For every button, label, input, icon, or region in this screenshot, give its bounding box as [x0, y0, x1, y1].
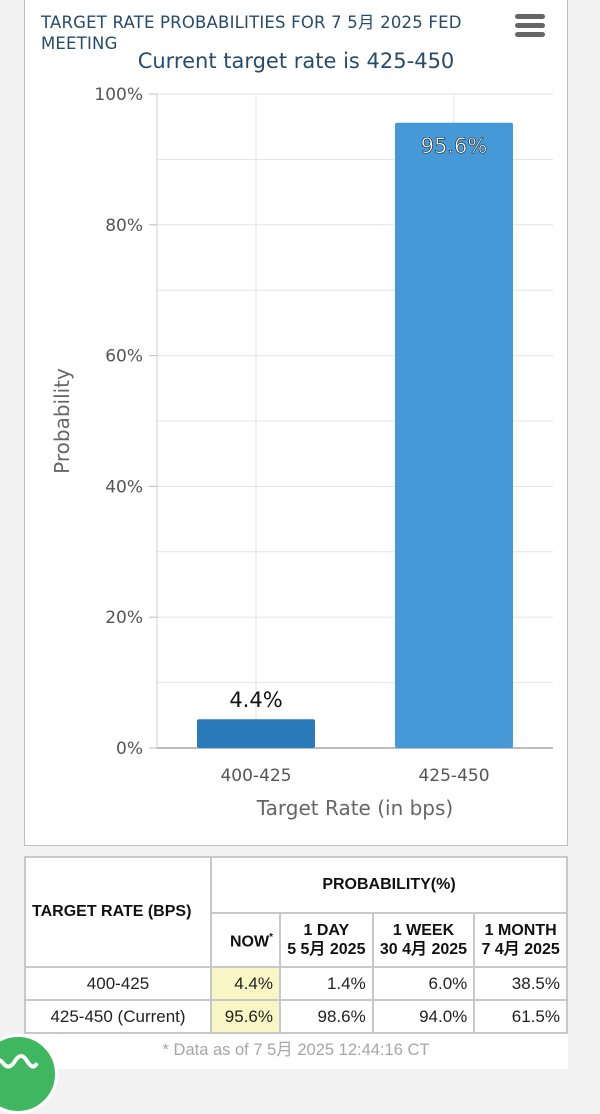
- cell-rate: 425-450 (Current): [24, 999, 212, 1034]
- x-axis-title: Target Rate (in bps): [256, 796, 453, 820]
- cell-1-week: 94.0%: [371, 999, 476, 1034]
- y-tick-label: 100%: [94, 85, 143, 105]
- chart-panel: 4.4% 95.6% 0% 20% 40% 60% 80% 100% 400-425 425-4…: [24, 0, 568, 846]
- header-probability: PROBABILITY(%): [210, 855, 568, 915]
- bar-400-425: [197, 719, 315, 748]
- header-now: NOW*: [210, 912, 281, 968]
- bar-425-450: [395, 122, 513, 748]
- cell-rate: 400-425: [24, 966, 212, 1001]
- header-target-rate: TARGET RATE (BPS): [24, 856, 212, 968]
- bars: 4.4% 95.6%: [197, 122, 513, 748]
- x-tick-label: 425-450: [418, 766, 489, 786]
- header-1-day: 1 DAY 5 5月 2025: [279, 912, 374, 968]
- table-row: 425-450 (Current) 95.6% 98.6% 94.0% 61.5…: [24, 999, 568, 1034]
- chart-title: TARGET RATE PROBABILITIES FOR 7 5月 2025 …: [41, 13, 462, 53]
- hamburger-menu-icon[interactable]: [515, 14, 545, 38]
- axis-ticks: 0% 20% 40% 60% 80% 100% 400-425 425-450: [94, 85, 489, 786]
- badge-wave-icon: [0, 1054, 39, 1069]
- data-timestamp-note: * Data as of 7 5月 2025 12:44:16 CT: [162, 1041, 430, 1059]
- data-label: 95.6%: [421, 134, 488, 158]
- y-tick-label: 80%: [105, 216, 143, 236]
- probability-table-panel: TARGET RATE (BPS) PROBABILITY(%) NOW* 1 …: [24, 855, 568, 1069]
- bar-chart: 4.4% 95.6% 0% 20% 40% 60% 80% 100% 400-425 425-4…: [50, 85, 553, 820]
- cell-1-day: 98.6%: [279, 999, 374, 1034]
- table-row: 400-425 4.4% 1.4% 6.0% 38.5%: [24, 966, 568, 1001]
- cell-now: 95.6%: [210, 999, 281, 1034]
- data-label: 4.4%: [229, 688, 282, 712]
- header-1-week: 1 WEEK 30 4月 2025: [371, 912, 476, 968]
- y-tick-label: 40%: [105, 477, 143, 497]
- cell-1-month: 38.5%: [473, 966, 568, 1001]
- probability-table: TARGET RATE (BPS) PROBABILITY(%) NOW* 1 …: [24, 855, 568, 1034]
- cell-1-week: 6.0%: [371, 966, 476, 1001]
- chart-subtitle: Current target rate is 425-450: [137, 49, 455, 73]
- cell-1-month: 61.5%: [473, 999, 568, 1034]
- y-tick-label: 0%: [116, 739, 143, 759]
- cell-1-day: 1.4%: [279, 966, 374, 1001]
- header-1-month: 1 MONTH 7 4月 2025: [473, 912, 568, 968]
- y-axis-title: Probability: [50, 368, 74, 474]
- y-tick-label: 60%: [105, 347, 143, 367]
- y-tick-label: 20%: [105, 608, 143, 628]
- cell-now: 4.4%: [210, 966, 281, 1001]
- x-tick-label: 400-425: [220, 766, 291, 786]
